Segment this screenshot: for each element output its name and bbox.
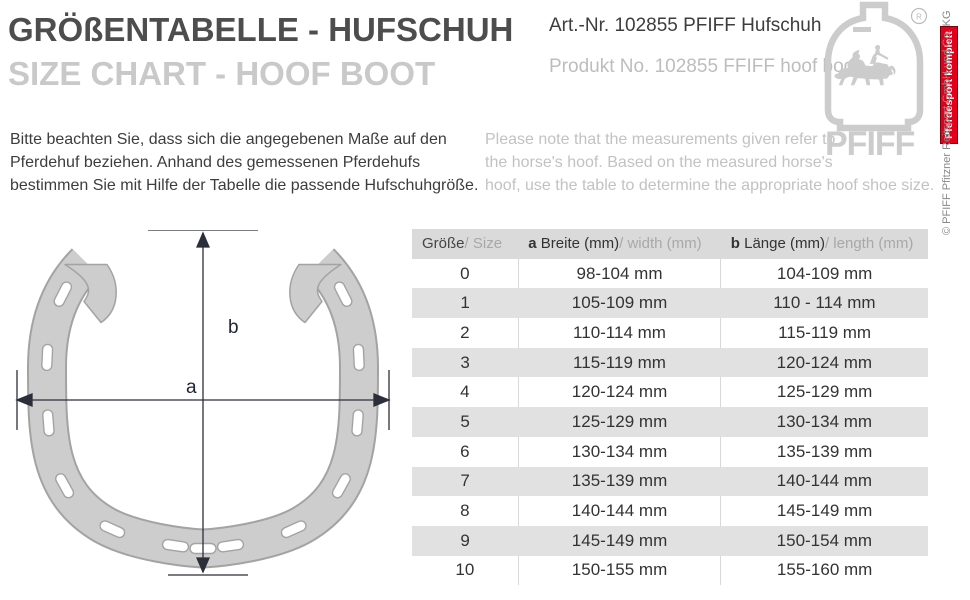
svg-text:R: R	[916, 13, 922, 22]
svg-text:a: a	[186, 377, 197, 398]
svg-text:b: b	[228, 317, 239, 338]
svg-text:PFIFF: PFIFF	[825, 125, 915, 163]
